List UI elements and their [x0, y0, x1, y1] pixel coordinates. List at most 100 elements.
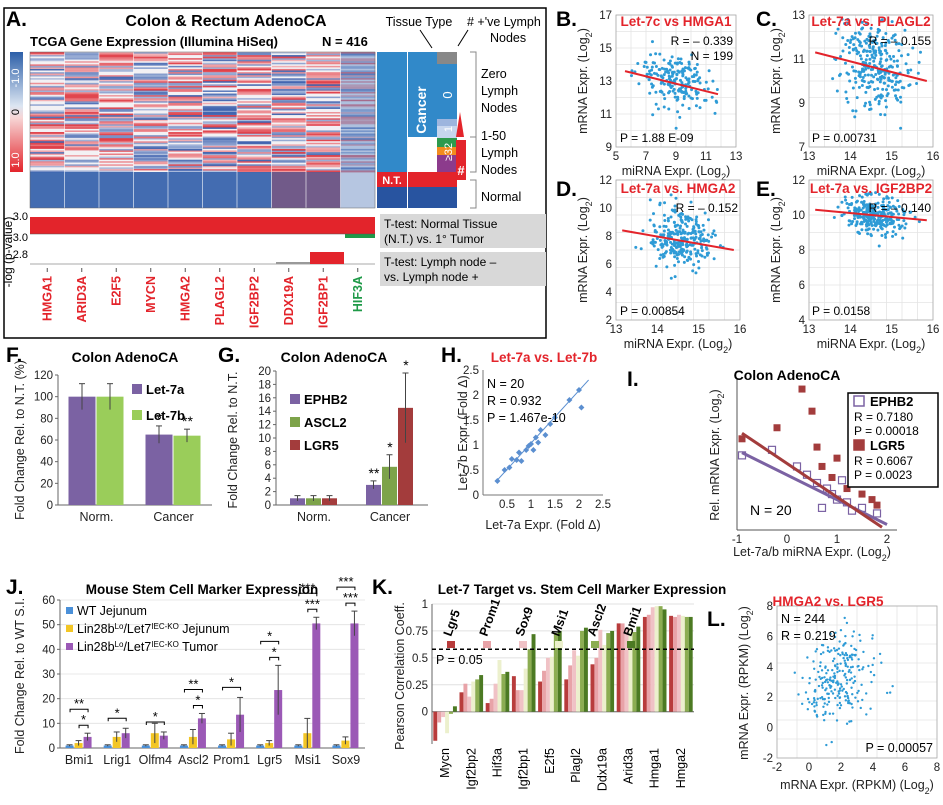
- heatmap-cell: [237, 142, 272, 145]
- data-point: [864, 21, 868, 25]
- heatmap-cell: [271, 98, 307, 100]
- heatmap-cell: [202, 62, 238, 65]
- data-point: [678, 115, 682, 119]
- heatmap-cell: [133, 162, 169, 165]
- heatmap-cell: [237, 85, 272, 88]
- heatmap-cell: [30, 55, 65, 57]
- y-tick-label: 10: [792, 210, 805, 222]
- heatmap-cell: [306, 62, 341, 65]
- bar-bmi1: [557, 630, 562, 712]
- data-point: [836, 205, 840, 209]
- data-point: [674, 228, 678, 232]
- data-point: [703, 211, 707, 215]
- data-point: [916, 71, 920, 75]
- data-point: [877, 46, 881, 50]
- heatmap-hif3a-col: [340, 52, 375, 172]
- heatmap-cell: [133, 164, 169, 167]
- data-point-lgr5: [738, 435, 746, 443]
- data-point: [850, 644, 853, 648]
- panel-h-stat: P = 1.467e-10: [487, 411, 566, 425]
- heatmap-cell: [168, 141, 203, 144]
- heatmap-cell: [202, 136, 238, 139]
- data-point: [648, 91, 652, 95]
- bar-bmi1: [531, 634, 536, 712]
- heatmap-cell: [133, 116, 169, 119]
- data-point: [860, 220, 864, 224]
- tissue-normal-block: [377, 187, 407, 208]
- data-point: [831, 668, 834, 672]
- legend-swatch: [483, 641, 491, 648]
- data-point: [695, 70, 699, 74]
- heatmap-cell: [237, 125, 272, 128]
- heatmap-cell: [64, 99, 100, 102]
- heatmap-cell: [64, 85, 100, 88]
- heatmap-cell: [306, 102, 341, 105]
- heatmap-cell: [64, 61, 100, 64]
- data-point: [874, 212, 878, 216]
- heatmap-cell: [168, 136, 203, 139]
- tissue-nt-block: [377, 172, 407, 187]
- heatmap-cell: [271, 145, 307, 148]
- data-point: [869, 670, 873, 674]
- data-point: [881, 200, 885, 204]
- heatmap-cell: [168, 96, 203, 99]
- heatmap-cell: [271, 107, 307, 110]
- data-point: [837, 690, 840, 693]
- heatmap-cell: [306, 156, 341, 159]
- bar-wtjejunum: [103, 745, 112, 748]
- data-point: [673, 263, 677, 267]
- heatmap-cell: [237, 145, 272, 148]
- heatmap-cell: [133, 107, 169, 110]
- heatmap-cell: [133, 108, 169, 111]
- data-point: [863, 104, 867, 108]
- heatmap-cell: [237, 55, 272, 57]
- data-point: [812, 660, 815, 663]
- heatmap-cell: [237, 62, 272, 65]
- heatmap-cell: [99, 87, 134, 90]
- bar-lin28blolet7ieckotumor: [312, 623, 321, 748]
- data-point: [862, 200, 866, 204]
- heatmap-cell: [168, 116, 203, 119]
- bar-ephb2: [366, 484, 381, 505]
- bar-sox9: [624, 627, 629, 712]
- data-point: [854, 223, 858, 227]
- data-point: [876, 218, 880, 222]
- heatmap-cell: [168, 125, 203, 128]
- data-point: [878, 80, 882, 84]
- data-point: [530, 447, 537, 453]
- legend-label: Let-7a: [146, 382, 185, 397]
- bar-bmi1: [636, 626, 641, 712]
- heatmap-cell: [64, 56, 100, 59]
- heatmap-cell: [202, 153, 238, 156]
- heatmap-cell: [306, 107, 341, 110]
- bar-prom1: [542, 670, 546, 712]
- x-category-label: Prom1: [213, 753, 250, 767]
- data-point-lgr5: [773, 424, 781, 432]
- heatmap-cell: [271, 116, 307, 119]
- heatmap-cell: [306, 70, 341, 73]
- heatmap-cell: [306, 167, 341, 170]
- data-point: [660, 66, 664, 70]
- data-point-lgr5: [873, 501, 881, 509]
- lymph-top-gray: [437, 52, 457, 64]
- heatmap-cell: [271, 78, 307, 80]
- heatmap-cell: [237, 96, 272, 99]
- data-point: [696, 249, 700, 253]
- data-point: [872, 657, 876, 660]
- data-point: [826, 646, 830, 649]
- heatmap-cell: [99, 124, 134, 127]
- heatmap-cell: [306, 132, 341, 134]
- data-point: [681, 67, 685, 71]
- panel-i-letter: I.: [627, 368, 639, 391]
- heatmap-cell: [133, 127, 169, 130]
- bar-bmi1: [583, 627, 588, 712]
- heatmap-cell: [237, 128, 272, 131]
- data-point: [674, 196, 678, 200]
- bracket-normal: [470, 179, 477, 209]
- data-point: [877, 102, 881, 106]
- heatmap-cell: [30, 85, 65, 88]
- heatmap-cell: [64, 118, 100, 120]
- heatmap-cell: [237, 133, 272, 136]
- data-point: [894, 94, 898, 98]
- panel-l-ylabel: mRNA Expr. (RPKM) (Log2): [737, 606, 755, 760]
